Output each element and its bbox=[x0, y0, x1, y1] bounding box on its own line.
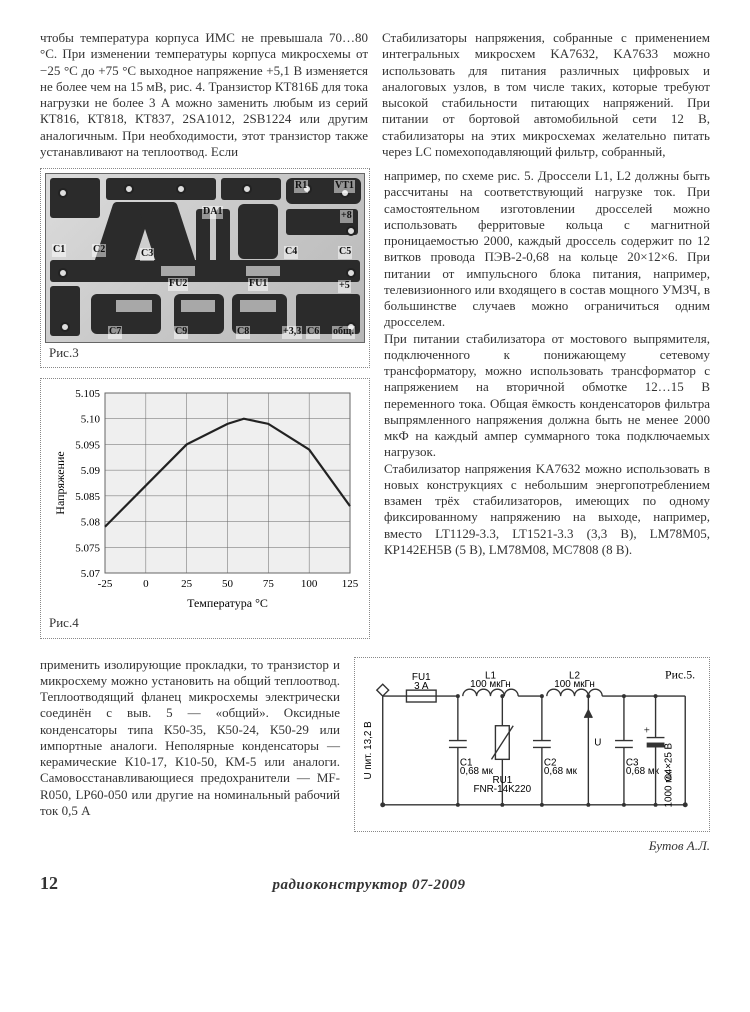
svg-text:5.095: 5.095 bbox=[75, 440, 100, 452]
pcb-label: +3,3 bbox=[282, 326, 302, 339]
pcb-layout: C1 C2 C3 DA1 FU2 FU1 C4 +8 C5 R1 VT1 C7 … bbox=[45, 173, 365, 343]
mid-left: C1 C2 C3 DA1 FU2 FU1 C4 +8 C5 R1 VT1 C7 … bbox=[40, 168, 370, 649]
pcb-label: +8 bbox=[340, 210, 353, 223]
svg-text:125: 125 bbox=[342, 578, 359, 590]
magazine-title: радиоконструктор 07-2009 bbox=[272, 876, 465, 895]
figure-4: -2502550751001255.075.0755.085.0855.095.… bbox=[40, 378, 370, 638]
svg-text:Температура °C: Температура °C bbox=[187, 596, 268, 610]
svg-text:FNR-14K220: FNR-14K220 bbox=[474, 783, 532, 794]
pcb-label: R1 bbox=[294, 180, 308, 193]
pcb-label: C4 bbox=[284, 246, 298, 259]
pcb-label: C7 bbox=[108, 326, 122, 339]
svg-text:0,68 мк: 0,68 мк bbox=[544, 766, 578, 777]
author: Бутов А.Л. bbox=[354, 838, 710, 854]
pcb-label: общ. bbox=[332, 326, 355, 339]
svg-text:50: 50 bbox=[222, 578, 234, 590]
pcb-label: C2 bbox=[92, 244, 106, 257]
svg-text:U пит. 13,2 В: U пит. 13,2 В bbox=[363, 720, 374, 779]
mid-row: C1 C2 C3 DA1 FU2 FU1 C4 +8 C5 R1 VT1 C7 … bbox=[40, 168, 710, 649]
svg-text:5.105: 5.105 bbox=[75, 388, 100, 400]
svg-text:Рис.5.: Рис.5. bbox=[665, 667, 695, 681]
pcb-label: +5 bbox=[338, 280, 351, 293]
svg-text:3 A: 3 A bbox=[414, 681, 429, 692]
intro-col-2: Стабилизаторы напряжения, собранные с пр… bbox=[382, 30, 710, 160]
svg-text:0,68 мк: 0,68 мк bbox=[626, 766, 660, 777]
svg-text:100 мкГн: 100 мкГн bbox=[554, 679, 595, 690]
svg-text:Напряжение: Напряжение bbox=[53, 452, 67, 515]
mid-right-text: например, по схеме рис. 5. Дроссели L1, … bbox=[384, 168, 710, 649]
figure-5: Рис.5.U пит. 13,2 ВFU13 AL1100 мкГнL2100… bbox=[354, 657, 710, 832]
intro-col-1: чтобы температура корпуса ИМС не превыша… bbox=[40, 30, 368, 160]
lc-filter-schematic: Рис.5.U пит. 13,2 ВFU13 AL1100 мкГнL2100… bbox=[359, 664, 705, 827]
svg-text:5.07: 5.07 bbox=[81, 568, 101, 580]
fig4-label: Рис.4 bbox=[49, 615, 361, 631]
pcb-label: VT1 bbox=[334, 180, 355, 193]
fig3-label: Рис.3 bbox=[49, 345, 361, 361]
pcb-label: DA1 bbox=[202, 206, 223, 219]
figure-3: C1 C2 C3 DA1 FU2 FU1 C4 +8 C5 R1 VT1 C7 … bbox=[40, 168, 370, 368]
pcb-label: FU2 bbox=[168, 278, 188, 291]
svg-text:1000 мк ×25 В: 1000 мк ×25 В bbox=[663, 742, 674, 807]
svg-text:25: 25 bbox=[181, 578, 193, 590]
svg-text:5.085: 5.085 bbox=[75, 491, 100, 503]
svg-text:100 мкГн: 100 мкГн bbox=[470, 679, 511, 690]
svg-text:100: 100 bbox=[301, 578, 318, 590]
intro-columns: чтобы температура корпуса ИМС не превыша… bbox=[40, 30, 710, 160]
svg-text:+: + bbox=[644, 724, 650, 736]
pcb-label: C8 bbox=[236, 326, 250, 339]
svg-text:U: U bbox=[594, 737, 601, 748]
bottom-row: применить изолирующие прокладки, то тран… bbox=[40, 657, 710, 854]
pcb-label: FU1 bbox=[248, 278, 268, 291]
page-number: 12 bbox=[40, 872, 58, 895]
voltage-temp-chart: -2502550751001255.075.0755.085.0855.095.… bbox=[50, 383, 360, 613]
pcb-label: C6 bbox=[306, 326, 320, 339]
pcb-label: C3 bbox=[140, 248, 154, 261]
pcb-label: C9 bbox=[174, 326, 188, 339]
svg-text:5.09: 5.09 bbox=[81, 465, 101, 477]
svg-text:0,68 мк: 0,68 мк bbox=[460, 766, 494, 777]
pcb-label: C1 bbox=[52, 244, 66, 257]
bottom-right: Рис.5.U пит. 13,2 ВFU13 AL1100 мкГнL2100… bbox=[354, 657, 710, 854]
bottom-left-text: применить изолирующие прокладки, то тран… bbox=[40, 657, 340, 854]
svg-text:5.10: 5.10 bbox=[81, 414, 101, 426]
svg-text:5.075: 5.075 bbox=[75, 543, 100, 555]
footer: 12 радиоконструктор 07-2009 bbox=[40, 872, 710, 895]
svg-text:5.08: 5.08 bbox=[81, 517, 101, 529]
pcb-label: C5 bbox=[338, 246, 352, 259]
svg-text:0: 0 bbox=[143, 578, 149, 590]
svg-text:75: 75 bbox=[263, 578, 275, 590]
